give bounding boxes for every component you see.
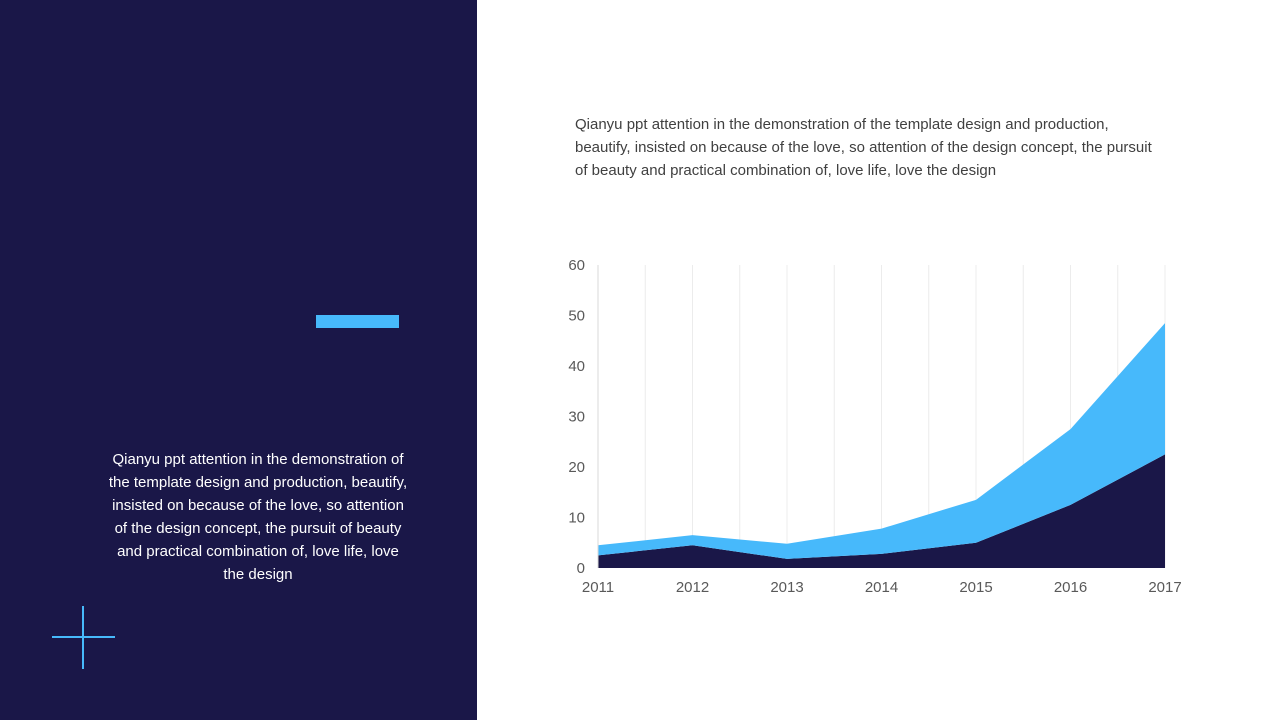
slide-title: QianYu Design Studio bbox=[883, 96, 1209, 236]
area-chart: 0 10 20 30 40 50 60 2011 2012 2013 2014 2015 2016 201… bbox=[568, 257, 1181, 596]
x-tick-label: 2014 bbox=[865, 579, 898, 596]
title-line-2: Design Studio bbox=[883, 168, 1209, 233]
y-tick-label: 0 bbox=[577, 560, 585, 577]
series-area-1 bbox=[598, 454, 1165, 568]
series-area-2 bbox=[598, 323, 1165, 559]
y-tick-label: 20 bbox=[568, 459, 585, 476]
x-tick-label: 2015 bbox=[959, 579, 992, 596]
cross-vertical-line bbox=[82, 606, 84, 669]
x-tick-label: 2012 bbox=[676, 579, 709, 596]
x-tick-label: 2013 bbox=[770, 579, 803, 596]
y-tick-label: 60 bbox=[568, 257, 585, 274]
x-tick-label: 2017 bbox=[1148, 579, 1181, 596]
y-tick-label: 30 bbox=[568, 409, 585, 426]
left-paragraph: Qianyu ppt attention in the demonstratio… bbox=[108, 451, 408, 583]
y-tick-label: 40 bbox=[568, 358, 585, 375]
accent-bar bbox=[316, 315, 399, 328]
right-paragraph: Qianyu ppt attention in the demonstratio… bbox=[575, 116, 1152, 179]
y-tick-label: 10 bbox=[568, 510, 585, 527]
x-tick-label: 2011 bbox=[582, 579, 614, 596]
left-panel bbox=[0, 0, 477, 720]
title-line-1: QianYu bbox=[1041, 98, 1209, 163]
y-tick-label: 50 bbox=[568, 308, 585, 325]
x-tick-label: 2016 bbox=[1054, 579, 1087, 596]
